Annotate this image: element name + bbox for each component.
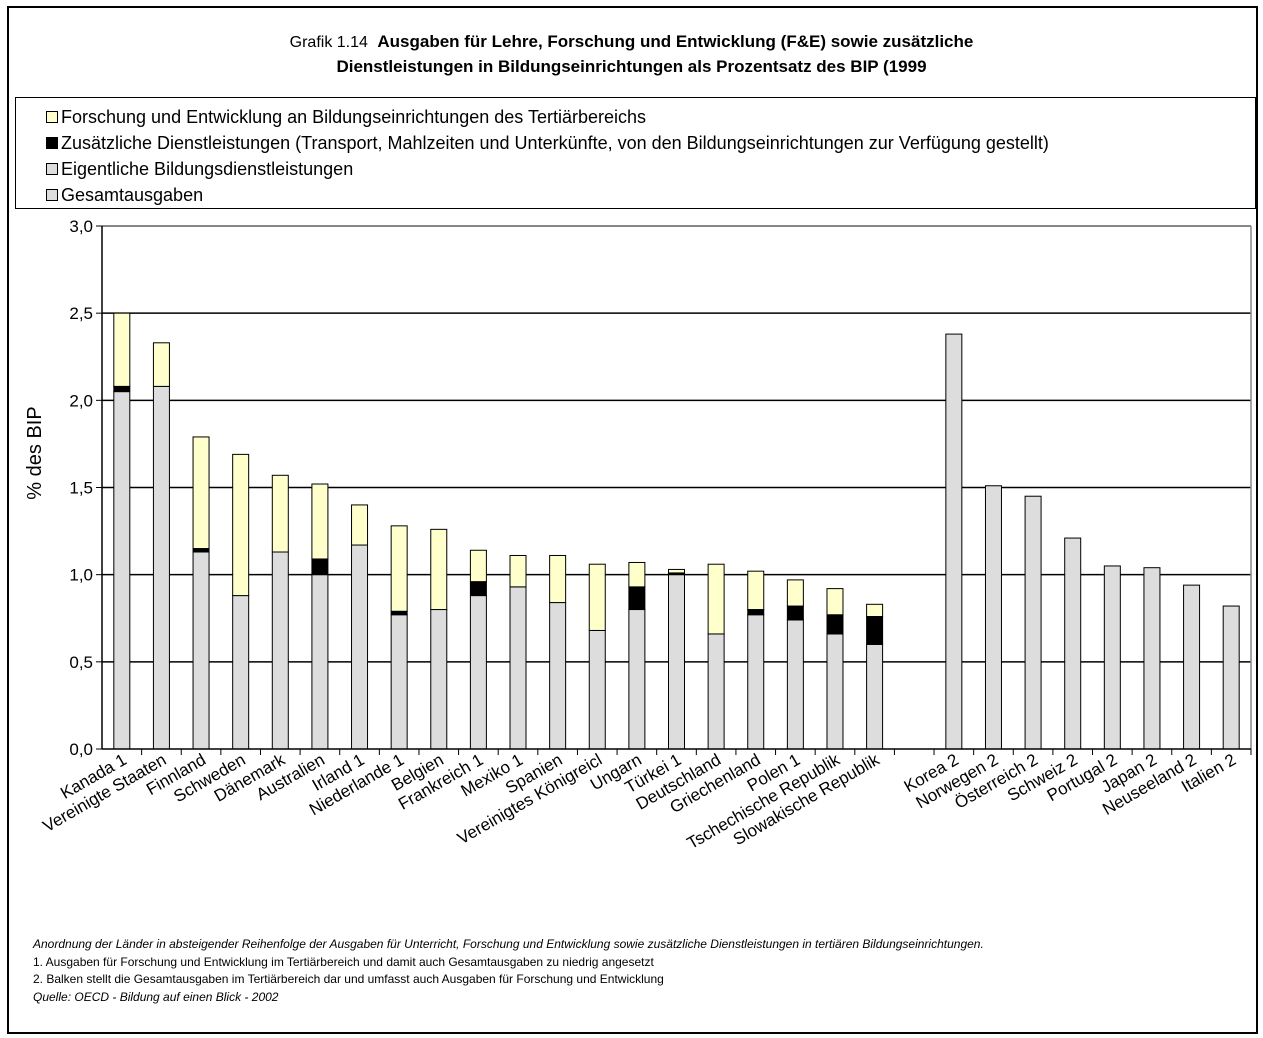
bar-segment <box>351 544 369 750</box>
bar-segment <box>826 614 844 635</box>
y-tick-label: 1,5 <box>69 479 93 498</box>
chart-title: Grafik 1.14 Ausgaben für Lehre, Forschun… <box>0 30 1263 79</box>
bar-segment <box>984 485 1002 750</box>
bar-segment <box>786 579 804 607</box>
bar-segment <box>668 574 685 750</box>
bar-segment <box>707 563 725 635</box>
bar-segment <box>469 549 487 583</box>
legend-item-education: Eigentliche Bildungsdienstleistungen <box>46 158 353 180</box>
legend-label-total: Gesamtausgaben <box>61 185 204 205</box>
legend-label-education: Eigentliche Bildungsdienstleistungen <box>61 159 354 179</box>
bar-segment <box>113 312 131 387</box>
bar-segment <box>113 391 131 750</box>
y-tick-label: 3,0 <box>69 217 93 236</box>
bar-segment <box>113 385 131 393</box>
legend-label-fe: Forschung und Entwicklung an Bildungsein… <box>61 107 647 127</box>
bar-segment <box>390 614 408 750</box>
bar-segment <box>668 568 685 574</box>
bar-segment <box>271 474 289 553</box>
bar-segment <box>152 385 170 750</box>
legend-swatch-education <box>46 163 58 175</box>
bar-segment <box>430 528 448 611</box>
bar-segment <box>747 570 765 611</box>
bar-segment <box>628 586 646 611</box>
bar-segment <box>628 561 646 588</box>
bar-segment <box>786 619 804 750</box>
bar-segment <box>271 551 289 750</box>
y-tick-label: 2,0 <box>69 391 93 410</box>
bar-segment <box>588 563 606 631</box>
legend-swatch-services <box>46 137 58 149</box>
bar-segment <box>628 609 646 750</box>
bar-segment <box>311 558 329 576</box>
bar-segment <box>192 551 210 750</box>
bar-segment <box>549 554 567 604</box>
bar-segment <box>509 554 527 588</box>
bar-segment <box>866 616 884 645</box>
y-tick-label: 0,5 <box>69 653 93 672</box>
footnotes: Anordnung der Länder in absteigender Rei… <box>33 936 1243 1006</box>
bar-segment <box>1143 567 1161 750</box>
note-2: 2. Balken stellt die Gesamtausgaben im T… <box>33 972 664 986</box>
bar-segment <box>945 333 963 750</box>
legend-swatch-total <box>46 189 58 201</box>
legend: Forschung und Entwicklung an Bildungsein… <box>15 97 1256 209</box>
bar-segment <box>430 609 448 750</box>
bar-segment <box>866 643 884 750</box>
note-1: 1. Ausgaben für Forschung und Entwicklun… <box>33 954 654 969</box>
y-tick-label: 1,0 <box>69 566 93 585</box>
bar-segment <box>1222 605 1240 750</box>
bar-segment <box>826 633 844 750</box>
legend-swatch-fe <box>46 111 58 123</box>
bar-segment <box>192 548 210 553</box>
bar-segment <box>390 610 408 616</box>
bar-segment <box>1024 495 1042 750</box>
bar-segment <box>232 595 250 750</box>
bar-segment <box>588 629 606 750</box>
title-line1: Ausgaben für Lehre, Forschung und Entwic… <box>377 32 974 51</box>
order-note: Anordnung der Länder in absteigender Rei… <box>33 937 984 951</box>
bar-segment <box>786 605 804 621</box>
bar-segment <box>549 602 567 750</box>
bar-segment <box>707 633 725 750</box>
title-line2: Dienstleistungen in Bildungseinrichtunge… <box>336 57 927 76</box>
bar-segment <box>351 504 369 546</box>
bar-segment <box>747 614 765 750</box>
title-prefix: Grafik 1.14 <box>289 34 368 51</box>
bar-segment <box>1183 584 1201 750</box>
bar-segment <box>192 436 210 550</box>
y-tick-label: 0,0 <box>69 740 93 759</box>
legend-item-services: Zusätzliche Dienstleistungen (Transport,… <box>46 132 1049 154</box>
bar-segment <box>311 483 329 560</box>
legend-label-services: Zusätzliche Dienstleistungen (Transport,… <box>61 133 1049 153</box>
bar-segment <box>509 586 527 750</box>
y-axis-label: % des BIP <box>24 406 46 499</box>
bar-segment <box>1064 537 1082 750</box>
source-note: Quelle: OECD - Bildung auf einen Blick -… <box>33 989 279 1004</box>
bar-segment <box>826 588 844 616</box>
bar-segment <box>866 603 884 618</box>
bar-segment <box>311 574 329 750</box>
bar-segment <box>232 453 250 597</box>
bar-segment <box>1103 565 1121 750</box>
bar-segment <box>747 609 765 616</box>
bar-segment <box>390 525 408 612</box>
bar-segment <box>152 342 170 387</box>
chart-frame <box>7 6 1258 1034</box>
y-tick-label: 2,5 <box>69 304 93 323</box>
legend-item-total: Gesamtausgaben <box>46 184 203 206</box>
bar-segment <box>469 581 487 597</box>
legend-item-fe: Forschung und Entwicklung an Bildungsein… <box>46 106 646 128</box>
bar-segment <box>469 595 487 750</box>
